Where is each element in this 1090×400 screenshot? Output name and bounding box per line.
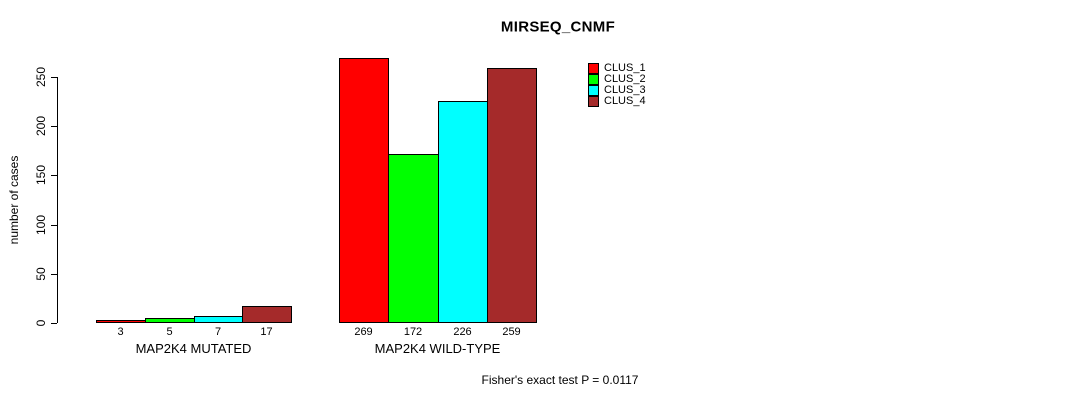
y-tick xyxy=(51,323,57,324)
bar-value-label: 17 xyxy=(260,326,273,338)
y-tick-label: 100 xyxy=(34,214,48,236)
bar-value-label: 269 xyxy=(354,326,373,338)
y-tick-label: 50 xyxy=(34,267,48,281)
bar-value-label: 259 xyxy=(502,326,521,338)
y-tick xyxy=(51,126,57,127)
bar-value-label: 226 xyxy=(453,326,472,338)
legend-label: CLUS_4 xyxy=(604,95,646,107)
bar-clus_3 xyxy=(194,316,243,323)
legend-label: CLUS_3 xyxy=(604,84,646,96)
chart-title: MIRSEQ_CNMF xyxy=(500,18,616,36)
legend-swatch xyxy=(588,63,599,74)
y-axis xyxy=(57,77,58,323)
y-tick-label: 250 xyxy=(34,66,48,88)
bar-value-label: 3 xyxy=(117,326,124,338)
bar-clus_2 xyxy=(145,318,195,323)
legend-item: CLUS_3 xyxy=(588,85,646,96)
bar-clus_4 xyxy=(242,306,292,323)
legend-label: CLUS_1 xyxy=(604,62,646,74)
bar-clus_2 xyxy=(388,154,439,323)
y-tick xyxy=(51,175,57,176)
y-tick-label: 150 xyxy=(34,164,48,186)
bar-value-label: 7 xyxy=(214,326,222,338)
legend: CLUS_1 CLUS_2 CLUS_3 CLUS_4 xyxy=(588,63,646,107)
y-tick-label: 200 xyxy=(34,115,48,137)
bar-value-label: 5 xyxy=(166,326,173,338)
legend-swatch xyxy=(588,74,599,85)
y-tick xyxy=(51,77,57,78)
bar-clus_1 xyxy=(96,320,146,323)
bar-value-label: 172 xyxy=(403,326,423,338)
y-tick-label: 0 xyxy=(34,319,48,327)
legend-label: CLUS_2 xyxy=(604,73,646,85)
legend-item: CLUS_4 xyxy=(588,96,646,107)
bar-clus_4 xyxy=(487,68,537,323)
bar-clus_3 xyxy=(438,101,488,323)
bar-clus_1 xyxy=(339,58,389,323)
group-label: MAP2K4 WILD-TYPE xyxy=(374,341,501,356)
fisher-test-annotation: Fisher's exact test P = 0.0117 xyxy=(481,373,639,387)
y-tick xyxy=(51,225,57,226)
legend-swatch xyxy=(588,96,599,107)
y-tick xyxy=(51,274,57,275)
group-label: MAP2K4 MUTATED xyxy=(135,341,252,356)
y-axis-label: number of cases xyxy=(7,155,21,245)
legend-item: CLUS_2 xyxy=(588,74,646,85)
legend-item: CLUS_1 xyxy=(588,63,646,74)
legend-swatch xyxy=(588,85,599,96)
